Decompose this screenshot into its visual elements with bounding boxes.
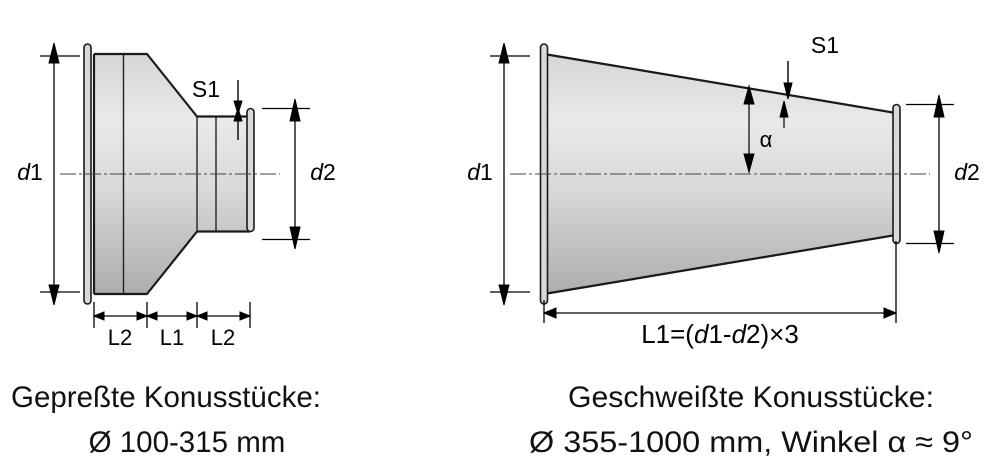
svg-text:Ø 100-315 mm: Ø 100-315 mm: [89, 426, 286, 459]
svg-text:L2: L2: [211, 325, 235, 350]
svg-text:d2: d2: [310, 159, 336, 185]
svg-text:S1: S1: [192, 76, 220, 102]
svg-text:Gepreßte Konusstücke:: Gepreßte Konusstücke:: [11, 381, 321, 414]
svg-text:L1: L1: [160, 325, 184, 350]
svg-text:α: α: [760, 127, 773, 152]
svg-text:d2: d2: [954, 159, 980, 185]
svg-text:L2: L2: [108, 325, 132, 350]
svg-text:L1=(d1-d2)×3: L1=(d1-d2)×3: [641, 319, 799, 349]
svg-text:d1: d1: [467, 159, 493, 185]
svg-text:S1: S1: [811, 32, 839, 58]
svg-text:Ø 355-1000 mm, Winkel α ≈ 9°: Ø 355-1000 mm, Winkel α ≈ 9°: [529, 426, 973, 459]
svg-text:d1: d1: [17, 159, 43, 185]
svg-text:Geschweißte Konusstücke:: Geschweißte Konusstücke:: [568, 381, 934, 414]
